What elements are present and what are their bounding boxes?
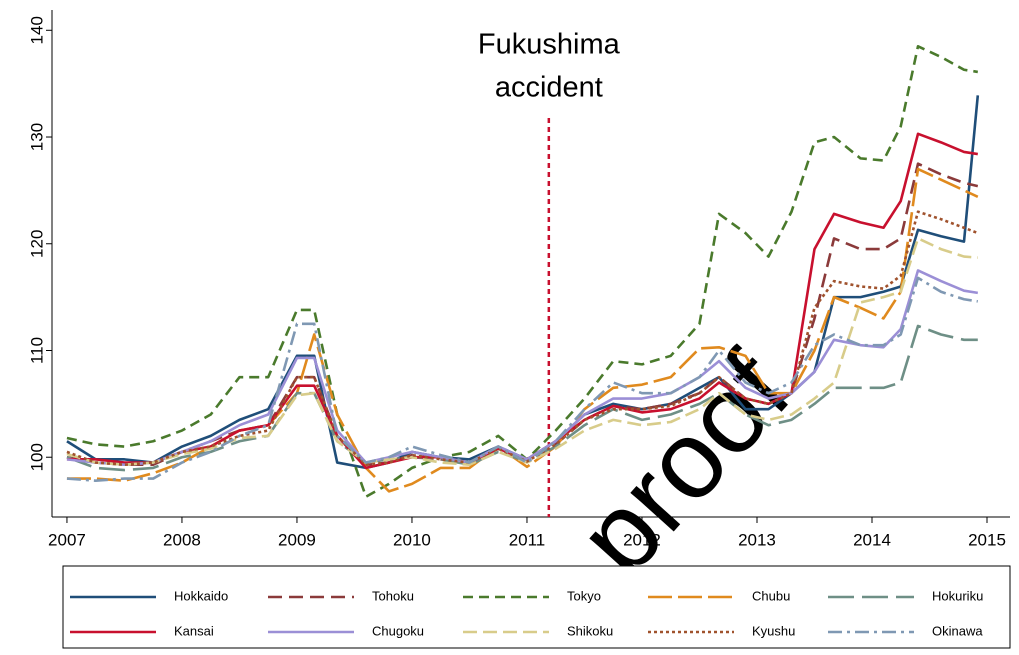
- y-tick-label: 140: [27, 16, 46, 44]
- x-tick-label: 2007: [48, 530, 86, 549]
- series-line: [66, 162, 979, 466]
- legend-label: Hokuriku: [932, 588, 983, 603]
- series-line: [66, 324, 978, 472]
- series-line: [66, 269, 978, 466]
- series-line: [66, 276, 978, 483]
- legend-label: Okinawa: [932, 623, 983, 638]
- x-tick-label: 2009: [278, 530, 316, 549]
- series-line: [66, 44, 978, 499]
- y-tick-label: 100: [27, 443, 46, 471]
- legend-box: [62, 565, 1011, 649]
- y-tick-label: 110: [27, 337, 46, 364]
- annotation: Fukushima: [478, 29, 621, 61]
- watermark: proof: [554, 330, 813, 599]
- x-tick-label: 2015: [968, 530, 1006, 549]
- x-tick-label: 2008: [163, 530, 201, 549]
- series-line: [66, 237, 978, 466]
- y-tick-label: 120: [27, 230, 46, 258]
- legend-label: Kansai: [174, 623, 214, 638]
- x-tick-label: 2014: [853, 530, 891, 549]
- annotation: accident: [495, 72, 603, 104]
- y-tick-label: 130: [27, 123, 46, 151]
- legend-label: Tokyo: [567, 588, 601, 603]
- legend-label: Shikoku: [567, 623, 613, 638]
- x-tick-label: 2013: [738, 530, 776, 549]
- x-tick-label: 2012: [623, 530, 661, 549]
- legend-label: Kyushu: [752, 623, 795, 638]
- x-tick-label: 2010: [393, 530, 431, 549]
- x-tick-label: 2011: [509, 530, 546, 549]
- legend-label: Tohoku: [372, 588, 414, 603]
- legend-label: Hokkaido: [174, 588, 228, 603]
- legend-label: Chugoku: [372, 623, 424, 638]
- legend-label: Chubu: [752, 588, 790, 603]
